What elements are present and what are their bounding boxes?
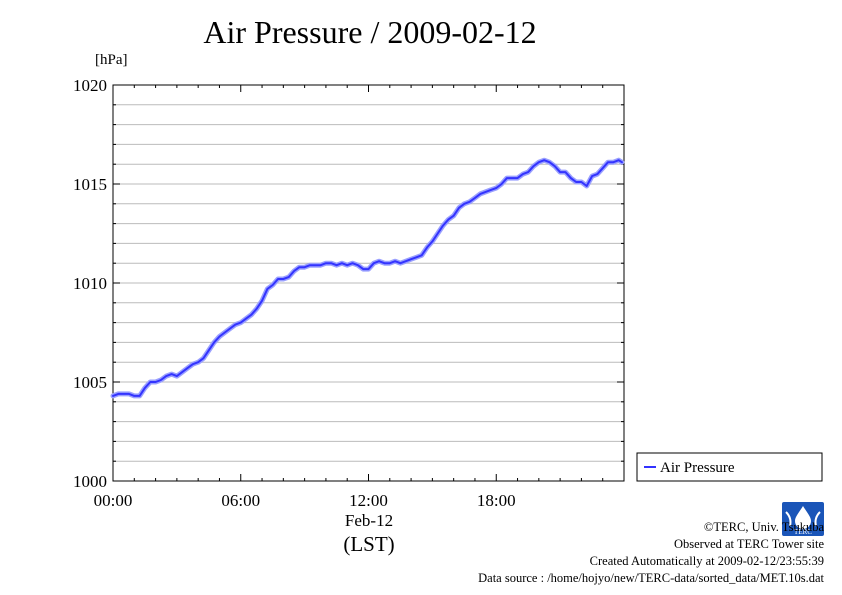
copyright-text: ©TERC, Univ. Tsukuba	[703, 520, 824, 534]
y-tick-label: 1000	[73, 472, 107, 491]
series-group	[110, 157, 625, 399]
x-tick-label: 00:00	[94, 491, 133, 510]
series-line-air-pressure	[112, 159, 623, 397]
legend-box	[636, 452, 823, 482]
y-tick-label: 1005	[73, 373, 107, 392]
logo-text: TERC	[794, 528, 812, 536]
timezone-label: (LST)	[343, 532, 394, 556]
grid-lines	[113, 104, 624, 462]
chart-title: Air Pressure / 2009-02-12	[203, 14, 537, 50]
y-tick-label: 1015	[73, 175, 107, 194]
date-label: Feb-12	[345, 511, 393, 530]
observed-text: Observed at TERC Tower site	[673, 537, 824, 551]
source-text: Data source : /home/hojyo/new/TERC-data/…	[478, 571, 824, 585]
y-tick-label: 1010	[73, 274, 107, 293]
x-tick-label: 12:00	[349, 491, 388, 510]
y-axis-unit-label: [hPa]	[95, 52, 128, 68]
axis-ticks	[113, 84, 624, 482]
x-tick-labels: 00:00 06:00 12:00 18:00	[94, 491, 516, 510]
x-tick-label: 18:00	[477, 491, 516, 510]
created-text: Created Automatically at 2009-02-12/23:5…	[589, 554, 824, 568]
x-tick-label: 06:00	[221, 491, 260, 510]
credits-block: ©TERC, Univ. Tsukuba Observed at TERC To…	[478, 519, 824, 587]
terc-logo: TERC	[782, 502, 824, 536]
series-halo	[110, 157, 625, 399]
y-tick-label: 1020	[73, 76, 107, 95]
y-tick-labels: 1000 1005 1010 1015 1020	[73, 76, 107, 491]
legend-label: Air Pressure	[660, 460, 735, 476]
legend: Air Pressure	[636, 452, 823, 482]
